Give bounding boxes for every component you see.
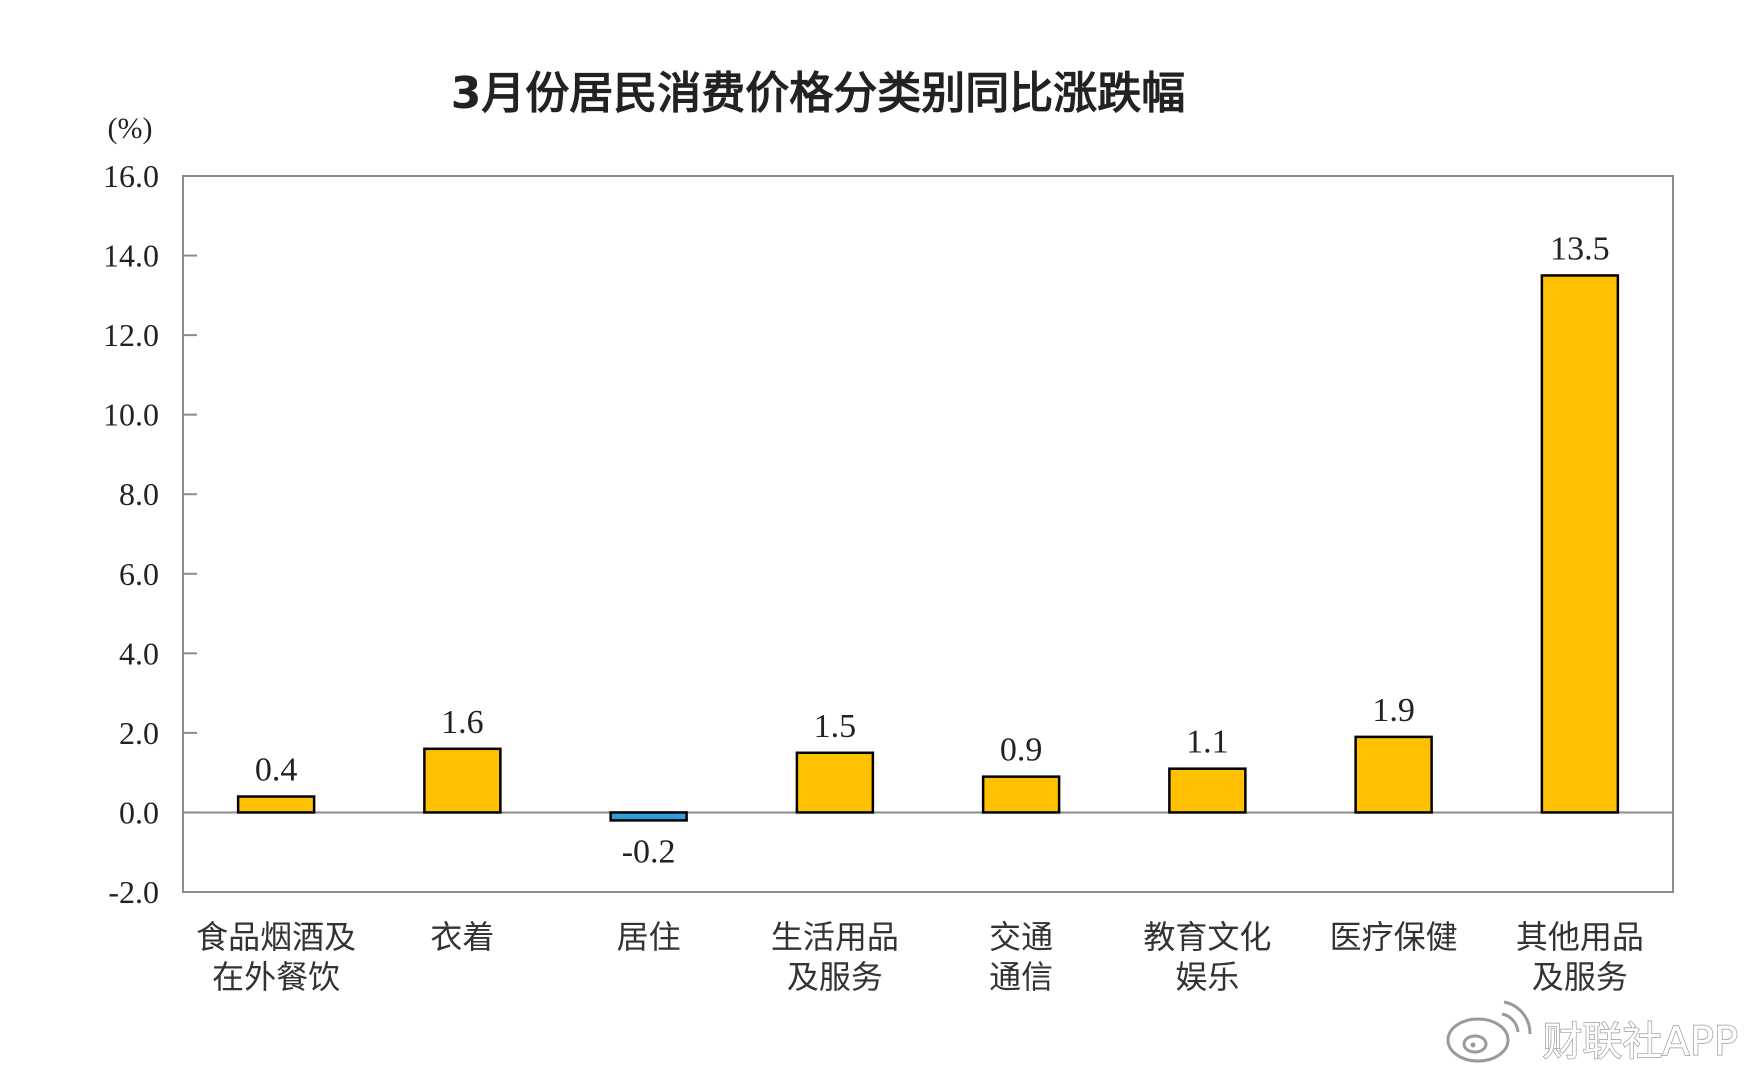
y-tick-label: 0.0 [119, 794, 159, 830]
bar-value-label: 1.5 [814, 708, 857, 745]
bars [236, 274, 1620, 822]
weibo-logo-icon [1446, 1000, 1532, 1063]
watermark-text: 财联社APP [1542, 1019, 1738, 1065]
category-label: 食品烟酒及 [196, 918, 356, 956]
y-axis-unit: (%) [108, 112, 153, 145]
category-label: 及服务 [787, 958, 883, 996]
y-tick-label: -2.0 [108, 874, 159, 910]
y-tick-label: 14.0 [103, 238, 159, 274]
bar [236, 795, 316, 814]
bar-value-label: 13.5 [1550, 230, 1610, 267]
category-label: 通信 [989, 958, 1053, 996]
bar-value-label: 1.6 [441, 704, 484, 741]
bar-value-label: 1.9 [1372, 692, 1415, 729]
plot-frame [182, 175, 1674, 893]
category-label: 居住 [617, 918, 681, 956]
y-tick-label: 12.0 [103, 317, 159, 353]
category-label: 衣着 [430, 918, 494, 956]
y-axis: -2.0 0.0 2.0 4.0 6.0 8.0 10.0 12.0 14.0 16.0 [103, 158, 197, 910]
watermark: 财联社APP [1446, 1000, 1739, 1066]
data-labels: 0.4 1.6 -0.2 1.5 0.9 1.1 1.9 13.5 [255, 230, 1610, 870]
category-label: 交通 [989, 918, 1053, 956]
bar [1540, 274, 1620, 814]
bar-value-label: 1.1 [1186, 724, 1229, 761]
bar-value-label: -0.2 [622, 833, 676, 870]
y-tick-label: 6.0 [119, 556, 159, 592]
bar [795, 751, 875, 814]
category-label: 医疗保健 [1330, 918, 1458, 956]
y-tick-label: 2.0 [119, 715, 159, 751]
category-label: 其他用品 [1516, 918, 1644, 956]
category-label: 教育文化 [1143, 918, 1271, 956]
chart-title: 3月份居民消费价格分类别同比涨跌幅 [451, 68, 1186, 119]
category-label: 在外餐饮 [212, 958, 340, 996]
bar [1168, 767, 1247, 814]
category-label: 生活用品 [771, 918, 899, 956]
category-label: 及服务 [1532, 958, 1628, 996]
y-tick-label: 8.0 [119, 476, 159, 512]
bar [1354, 735, 1433, 814]
bar [609, 811, 688, 822]
y-tick-label: 16.0 [103, 158, 159, 194]
bar [423, 747, 502, 814]
bar-value-label: 0.4 [255, 752, 298, 789]
bar-value-label: 0.9 [1000, 732, 1043, 769]
y-tick-label: 4.0 [119, 635, 159, 671]
category-label: 娱乐 [1175, 958, 1239, 996]
bar [981, 775, 1061, 814]
y-tick-label: 10.0 [103, 397, 159, 433]
